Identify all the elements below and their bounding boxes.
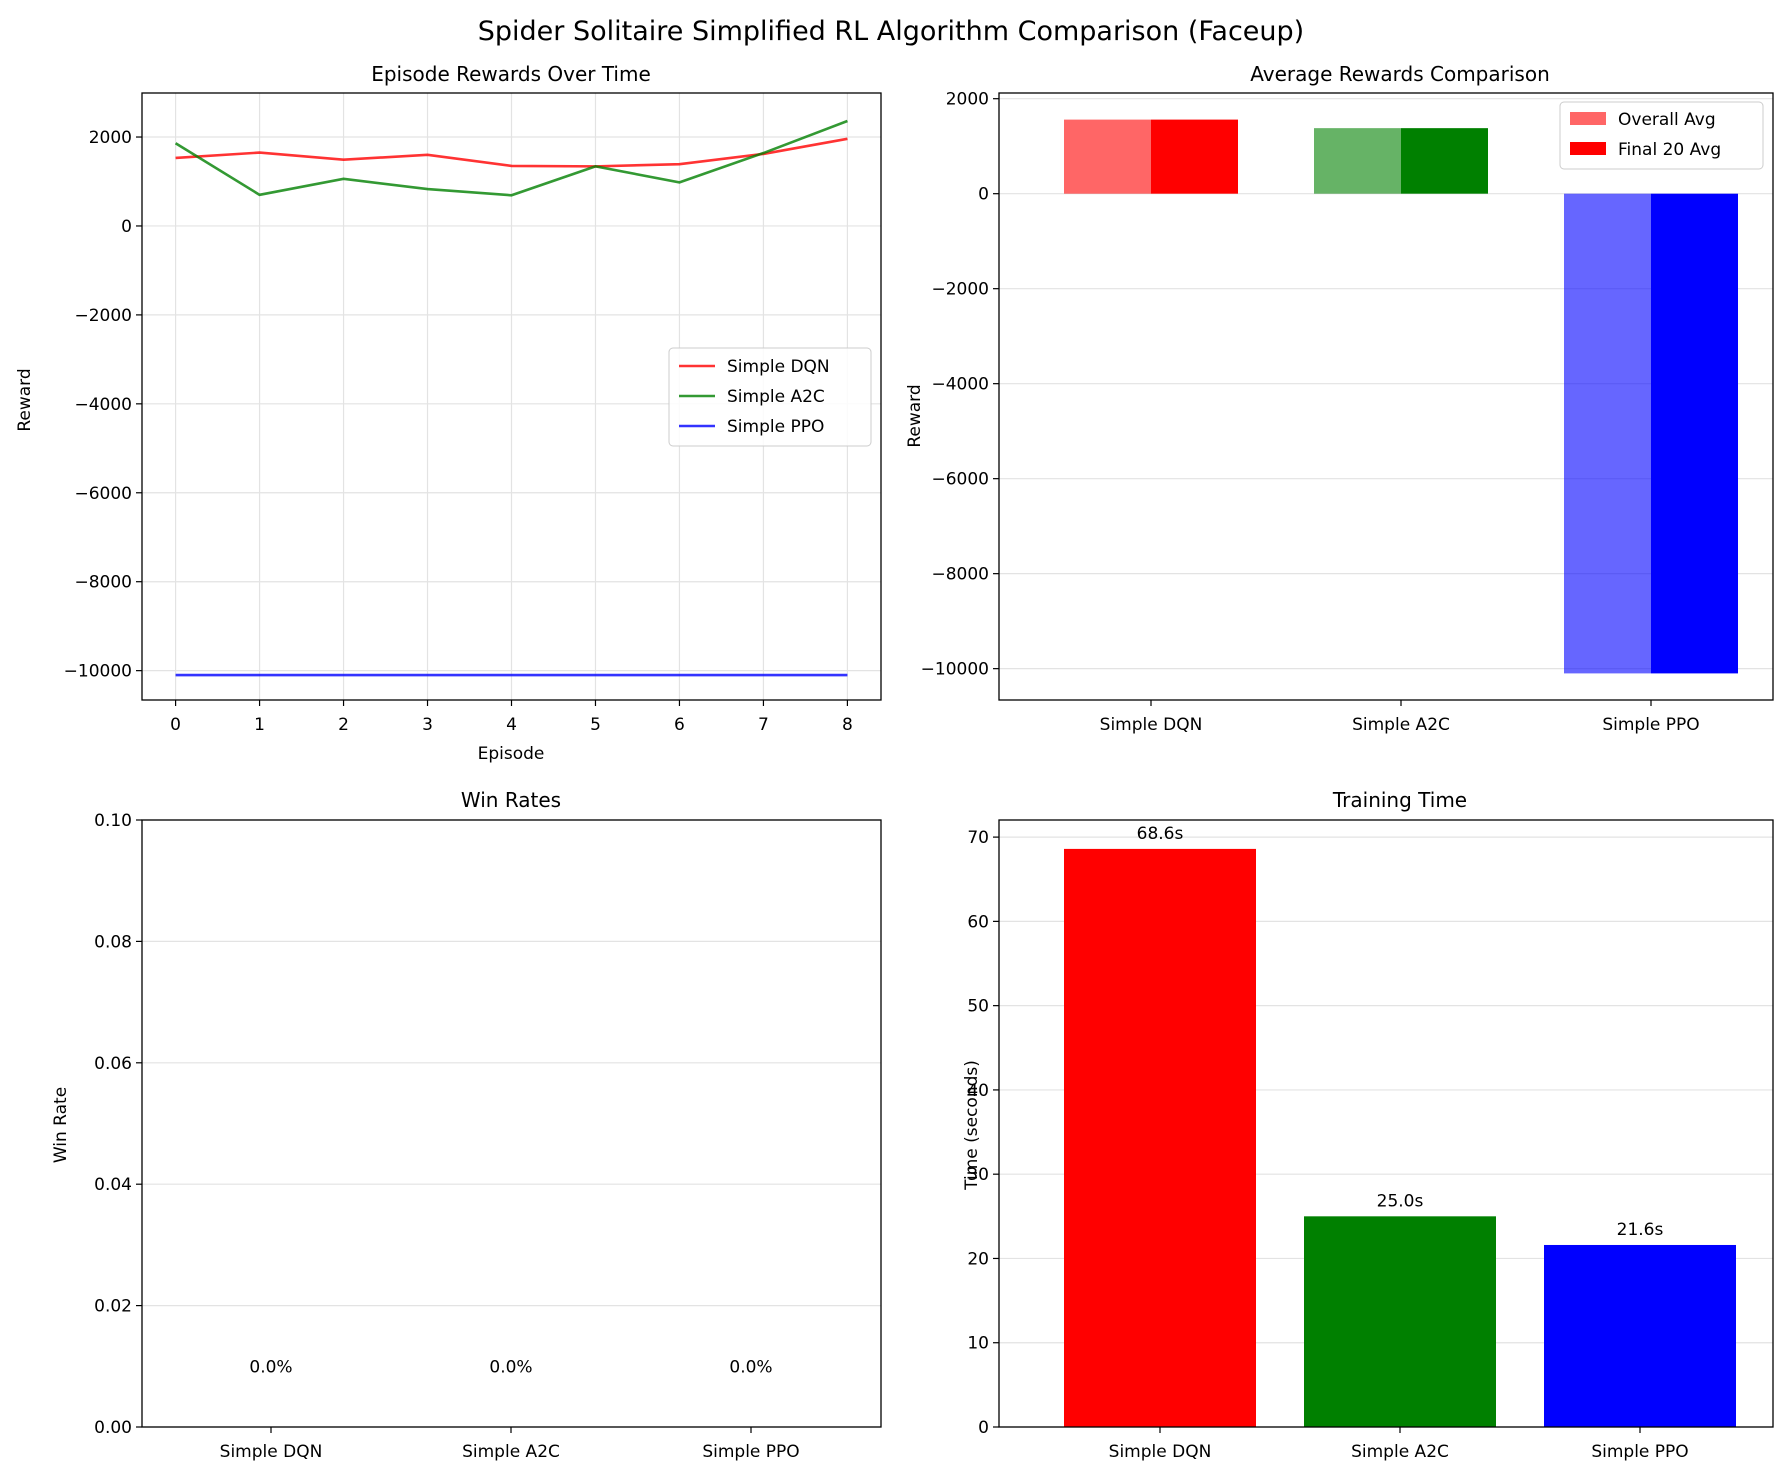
win-rates-ylabel: Win Rate — [51, 1087, 71, 1163]
episode-rewards-ytick-label: 0 — [121, 217, 132, 237]
episode-rewards-xtick-label: 2 — [338, 715, 349, 735]
average-rewards-bar-final-20-avg — [1651, 193, 1738, 674]
training-time-bar — [1304, 1216, 1496, 1427]
training-time-ytick-label: 70 — [967, 828, 989, 848]
average-rewards-legend-label: Final 20 Avg — [1618, 140, 1721, 160]
win-rates-ytick-label: 0.08 — [94, 932, 132, 952]
episode-rewards-ytick-label: −10000 — [64, 662, 132, 682]
win-rates-ytick-label: 0.10 — [94, 811, 132, 831]
training-time-title: Training Time — [1332, 788, 1467, 812]
training-time-data-label: 68.6s — [1137, 824, 1184, 844]
average-rewards-chart: Average Rewards Comparison Reward −10000… — [905, 62, 1774, 735]
training-time-ytick-label: 0 — [978, 1418, 989, 1438]
episode-rewards-ytick-label: −4000 — [74, 395, 132, 415]
average-rewards-title: Average Rewards Comparison — [1250, 62, 1550, 86]
episode-rewards-xtick-label: 1 — [254, 715, 265, 735]
training-time-data-label: 21.6s — [1617, 1220, 1664, 1240]
training-time-xtick-label: Simple PPO — [1591, 1442, 1688, 1462]
episode-rewards-ytick-label: −2000 — [74, 306, 132, 326]
episode-rewards-legend-label: Simple PPO — [727, 417, 824, 437]
episode-rewards-title: Episode Rewards Over Time — [371, 62, 651, 86]
average-rewards-bar-final-20-avg — [1151, 119, 1238, 194]
win-rates-chart: Win Rates Win Rate 0.00 0.02 0.04 0.06 0.08 0… — [51, 788, 882, 1462]
win-rates-xtick-label: Simple A2C — [462, 1442, 560, 1462]
average-rewards-bar-overall-avg — [1314, 128, 1401, 194]
win-rates-ytick-label: 0.02 — [94, 1297, 132, 1317]
training-time-xtick-label: Simple A2C — [1351, 1442, 1449, 1462]
episode-rewards-axes-frame — [141, 92, 882, 701]
average-rewards-ytick-label: −6000 — [931, 470, 989, 490]
average-rewards-legend-swatch — [1570, 142, 1606, 155]
episode-rewards-legend-label: Simple A2C — [727, 387, 825, 407]
episode-rewards-legend — [668, 347, 872, 447]
average-rewards-bar-overall-avg — [1064, 119, 1151, 194]
average-rewards-ytick-label: −2000 — [931, 280, 989, 300]
training-time-ytick-label: 40 — [967, 1081, 989, 1101]
training-time-ytick-label: 10 — [967, 1334, 989, 1354]
win-rates-axes-frame — [141, 819, 882, 1428]
average-rewards-xtick-label: Simple PPO — [1602, 715, 1699, 735]
average-rewards-axes-frame — [998, 92, 1774, 701]
win-rates-ytick-label: 0.04 — [94, 1175, 132, 1195]
win-rates-title: Win Rates — [461, 788, 561, 812]
training-time-ytick-label: 30 — [967, 1165, 989, 1185]
episode-rewards-xtick-label: 0 — [170, 715, 181, 735]
win-rates-data-label: 0.0% — [729, 1357, 772, 1377]
episode-rewards-ytick-label: −8000 — [74, 573, 132, 593]
average-rewards-xtick-label: Simple DQN — [1100, 715, 1203, 735]
training-time-data-label: 25.0s — [1377, 1191, 1424, 1211]
average-rewards-ytick-label: −8000 — [931, 565, 989, 585]
win-rates-ytick-label: 0.00 — [94, 1418, 132, 1438]
average-rewards-ytick-label: 0 — [978, 185, 989, 205]
training-time-axes-frame — [998, 819, 1774, 1428]
win-rates-xtick-label: Simple DQN — [220, 1442, 323, 1462]
win-rates-data-label: 0.0% — [249, 1357, 292, 1377]
episode-rewards-xtick-label: 7 — [758, 715, 769, 735]
training-time-bar — [1064, 848, 1256, 1427]
episode-rewards-ylabel: Reward — [15, 368, 35, 431]
training-time-xtick-label: Simple DQN — [1109, 1442, 1212, 1462]
training-time-ylabel: Time (seconds) — [962, 1060, 982, 1191]
episode-rewards-xlabel: Episode — [478, 744, 545, 764]
training-time-bar — [1544, 1244, 1736, 1427]
episode-rewards-ytick-label: −6000 — [74, 484, 132, 504]
episode-rewards-series-simple-a2c-line — [174, 119, 848, 197]
win-rates-xtick-label: Simple PPO — [702, 1442, 799, 1462]
episode-rewards-xtick-label: 3 — [422, 715, 433, 735]
episode-rewards-series-simple-dqn-line — [175, 137, 848, 168]
win-rates-data-label: 0.0% — [489, 1357, 532, 1377]
average-rewards-bar-overall-avg — [1564, 193, 1651, 674]
average-rewards-legend-label: Overall Avg — [1618, 110, 1716, 130]
average-rewards-legend-swatch — [1570, 112, 1606, 125]
episode-rewards-legend-label: Simple DQN — [727, 357, 830, 377]
average-rewards-legend — [1559, 101, 1764, 170]
episode-rewards-ytick-label: 2000 — [89, 128, 132, 148]
episode-rewards-chart: Episode Rewards Over Time Episode Reward… — [15, 62, 882, 764]
average-rewards-xtick-label: Simple A2C — [1352, 715, 1450, 735]
episode-rewards-xtick-label: 8 — [842, 715, 853, 735]
training-time-ytick-label: 50 — [967, 997, 989, 1017]
episode-rewards-xtick-label: 6 — [674, 715, 685, 735]
episode-rewards-xtick-label: 5 — [590, 715, 601, 735]
average-rewards-ylabel: Reward — [905, 384, 925, 447]
average-rewards-ytick-label: −10000 — [921, 660, 989, 680]
average-rewards-bar-final-20-avg — [1401, 128, 1488, 194]
win-rates-ytick-label: 0.06 — [94, 1054, 132, 1074]
average-rewards-ytick-label: 2000 — [946, 90, 989, 110]
training-time-chart: Training Time Time (seconds) 0 10 20 30 40 50… — [962, 788, 1774, 1462]
average-rewards-ytick-label: −4000 — [931, 375, 989, 395]
training-time-ytick-label: 60 — [967, 912, 989, 932]
figure-title: Spider Solitaire Simplified RL Algorithm… — [478, 16, 1304, 47]
training-time-ytick-label: 20 — [967, 1249, 989, 1269]
episode-rewards-xtick-label: 4 — [506, 715, 517, 735]
